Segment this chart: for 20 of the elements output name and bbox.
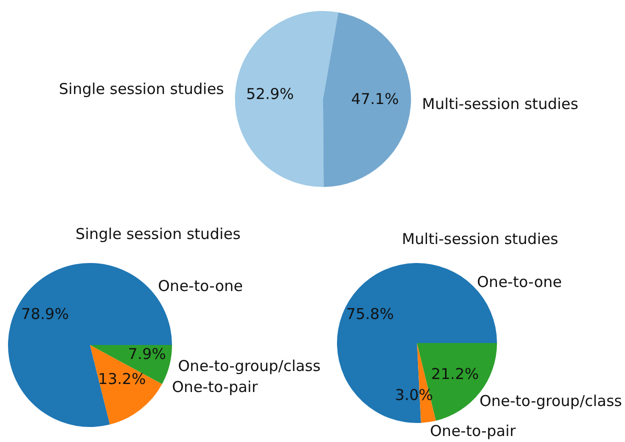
slice-label: One-to-group/class <box>178 357 321 376</box>
data-label: 13.2% <box>98 370 146 388</box>
pie-slice <box>235 11 338 187</box>
data-label: 78.9% <box>21 305 69 324</box>
pie-slice <box>90 345 172 384</box>
data-label: 47.1% <box>351 90 399 108</box>
slice-label: One-to-pair <box>430 422 517 440</box>
pie-slice <box>323 12 411 187</box>
data-label: 52.9% <box>246 85 294 104</box>
slice-label: Multi-session studies <box>422 95 578 114</box>
slice-label: One-to-pair <box>172 378 259 396</box>
chart-title: Multi-session studies <box>402 230 558 248</box>
data-label: 21.2% <box>431 365 479 384</box>
slice-label: Single session studies <box>58 80 224 98</box>
data-label: 7.9% <box>128 345 166 364</box>
slice-label: One-to-one <box>158 277 243 296</box>
data-label: 75.8% <box>346 305 394 324</box>
slice-label: One-to-one <box>477 273 562 292</box>
slice-label: One-to-group/class <box>479 392 622 410</box>
chart-title: Single session studies <box>75 225 241 244</box>
